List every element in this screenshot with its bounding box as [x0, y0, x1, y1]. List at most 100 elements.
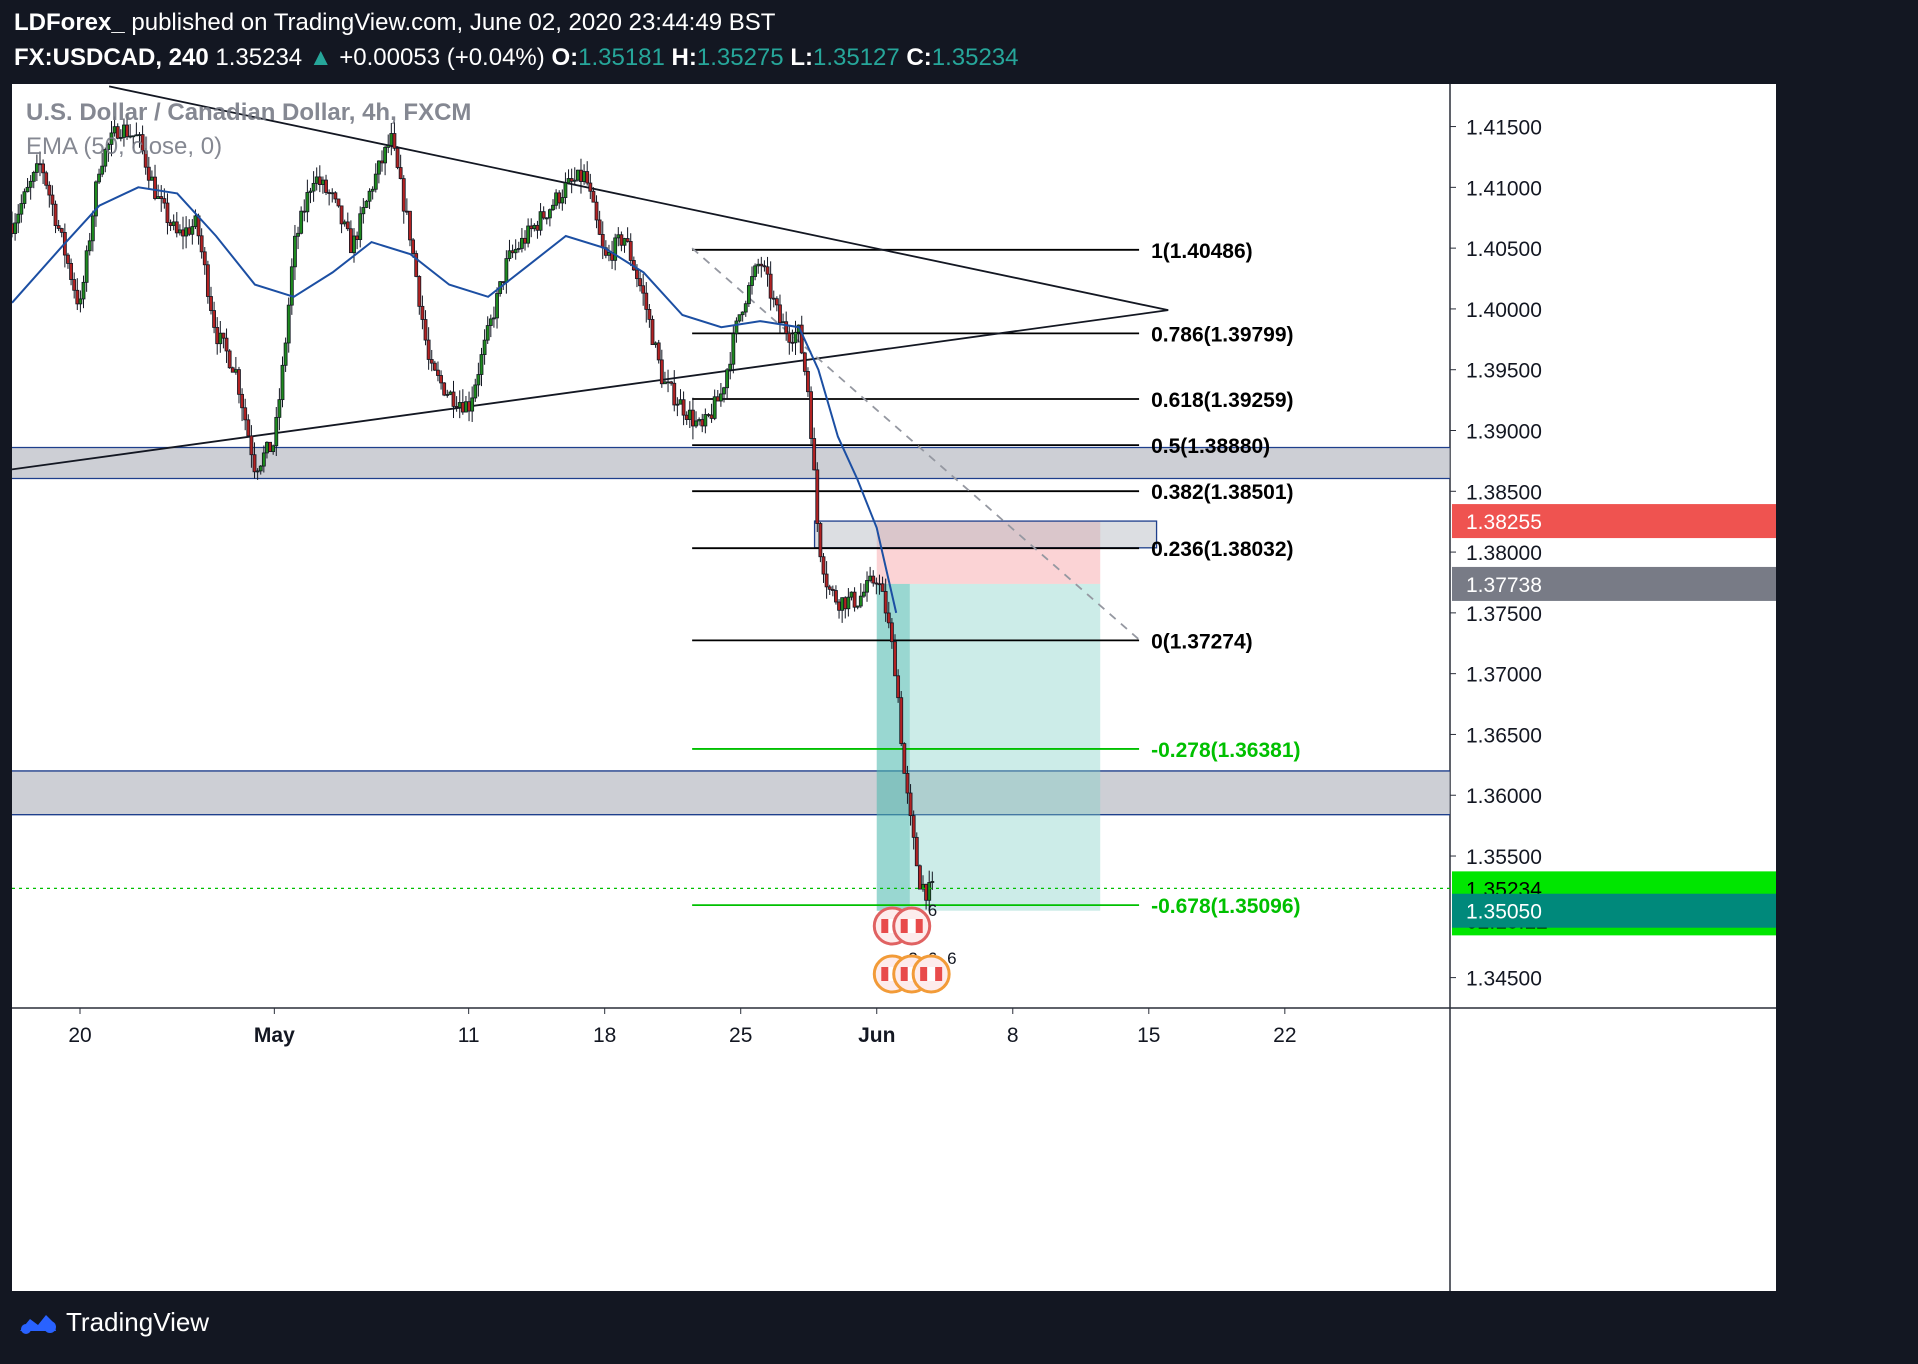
- candle-body: [510, 250, 515, 254]
- candle-body: [532, 224, 537, 230]
- candle-body: [451, 391, 456, 407]
- candle-body: [902, 743, 907, 774]
- y-tick-label: 1.35500: [1466, 846, 1542, 869]
- chart-area[interactable]: 1(1.40486) 0.786(1.39799) 0.618(1.39259) 0.…: [10, 84, 1776, 1291]
- candle-body: [268, 441, 272, 453]
- candle-body: [94, 181, 98, 217]
- candle-body: [815, 469, 820, 524]
- candle-body: [352, 235, 356, 254]
- candle-body: [38, 163, 42, 166]
- candle-body: [317, 176, 322, 185]
- take-profit-zone: [876, 583, 1101, 911]
- event-flag-center: [927, 967, 936, 981]
- candle-body: [246, 419, 251, 437]
- fib-level-label: 0.786(1.39799): [1151, 323, 1293, 346]
- supply-zone: [813, 520, 1158, 549]
- candle-body: [426, 339, 431, 360]
- candle-body: [392, 133, 397, 149]
- candle-body: [551, 204, 555, 211]
- publisher-name[interactable]: LDForex_: [14, 9, 125, 36]
- candle-body: [240, 393, 244, 409]
- candle-body: [349, 228, 353, 254]
- candle-body: [162, 198, 167, 204]
- candle-body: [118, 137, 123, 139]
- candle-body: [237, 369, 241, 395]
- candle-body: [569, 178, 574, 182]
- trendline: [11, 309, 1169, 471]
- candle-body: [495, 293, 499, 319]
- candle-body: [311, 182, 316, 192]
- candle-body: [893, 641, 897, 677]
- candle-body: [563, 182, 568, 198]
- candle-body: [675, 403, 680, 406]
- candle-body: [199, 235, 204, 253]
- symbol-label[interactable]: FX:USDCAD, 240: [14, 44, 209, 71]
- candle-body: [560, 197, 565, 204]
- candle-body: [858, 595, 863, 607]
- tradingview-logo[interactable]: TradingView: [16, 1307, 209, 1338]
- candle-body: [544, 217, 549, 220]
- candle-body: [233, 369, 238, 373]
- price-chart-svg[interactable]: 1(1.40486) 0.786(1.39799) 0.618(1.39259) 0.…: [10, 84, 1776, 1291]
- candle-body: [31, 172, 36, 182]
- candle-body: [159, 196, 164, 200]
- candle-body: [830, 588, 835, 591]
- candle-body: [336, 198, 341, 207]
- candle-body: [296, 232, 300, 237]
- brand-name: TradingView: [66, 1307, 210, 1337]
- candle-body: [470, 397, 475, 412]
- fib-level-label: 0.5(1.38880): [1151, 435, 1270, 458]
- footer-bar: TradingView: [0, 1291, 1918, 1364]
- candle-body: [333, 192, 338, 200]
- price-change: +0.00053 (+0.04%): [339, 44, 545, 71]
- candle-body: [572, 179, 577, 182]
- candle-body: [411, 239, 415, 254]
- candle-body: [746, 285, 751, 305]
- candle-body: [383, 146, 388, 164]
- axis-price-tag: [1452, 566, 1776, 601]
- candle-body: [899, 697, 904, 744]
- candle-body: [638, 278, 642, 287]
- candle-body: [140, 134, 145, 152]
- candle-body: [722, 387, 726, 395]
- candle-body: [753, 265, 757, 277]
- trendline: [691, 247, 1140, 641]
- candle-body: [97, 173, 101, 183]
- low-value: 1.35127: [812, 44, 900, 71]
- axis-price-tag-text: 1.37738: [1466, 574, 1542, 597]
- chart-header: LDForex_ published on TradingView.com, J…: [0, 0, 1918, 80]
- last-price: 1.35234: [215, 44, 303, 71]
- candle-body: [706, 414, 711, 416]
- candle-body: [582, 171, 586, 182]
- candle-body: [227, 350, 232, 369]
- candle-body: [656, 342, 661, 361]
- candle-body: [827, 586, 832, 590]
- candle-body: [327, 192, 332, 194]
- candle-body: [376, 160, 381, 175]
- candle-body: [131, 135, 136, 138]
- candle-body: [504, 258, 509, 283]
- candle-body: [653, 342, 658, 346]
- candle-body: [774, 298, 779, 306]
- candle-body: [843, 597, 848, 610]
- low-label: L:: [790, 44, 813, 71]
- candle-body: [274, 416, 279, 447]
- x-tick-label: May: [254, 1024, 295, 1047]
- candle-body: [84, 250, 89, 283]
- candle-body: [342, 221, 347, 225]
- candle-body: [209, 296, 213, 311]
- up-triangle-icon: ▲: [308, 44, 333, 71]
- y-tick-label: 1.38500: [1466, 481, 1542, 504]
- candle-body: [177, 229, 182, 234]
- candle-body: [697, 419, 702, 422]
- candle-body: [395, 147, 400, 168]
- candle-body: [404, 210, 409, 213]
- cloud-logo-icon: [20, 1314, 56, 1334]
- candle-body: [852, 591, 857, 608]
- candle-body: [66, 254, 70, 264]
- candle-body: [678, 399, 683, 405]
- candle-body: [737, 314, 742, 322]
- candle-body: [432, 362, 437, 371]
- candle-body: [156, 196, 161, 199]
- x-tick-label: 20: [68, 1024, 91, 1047]
